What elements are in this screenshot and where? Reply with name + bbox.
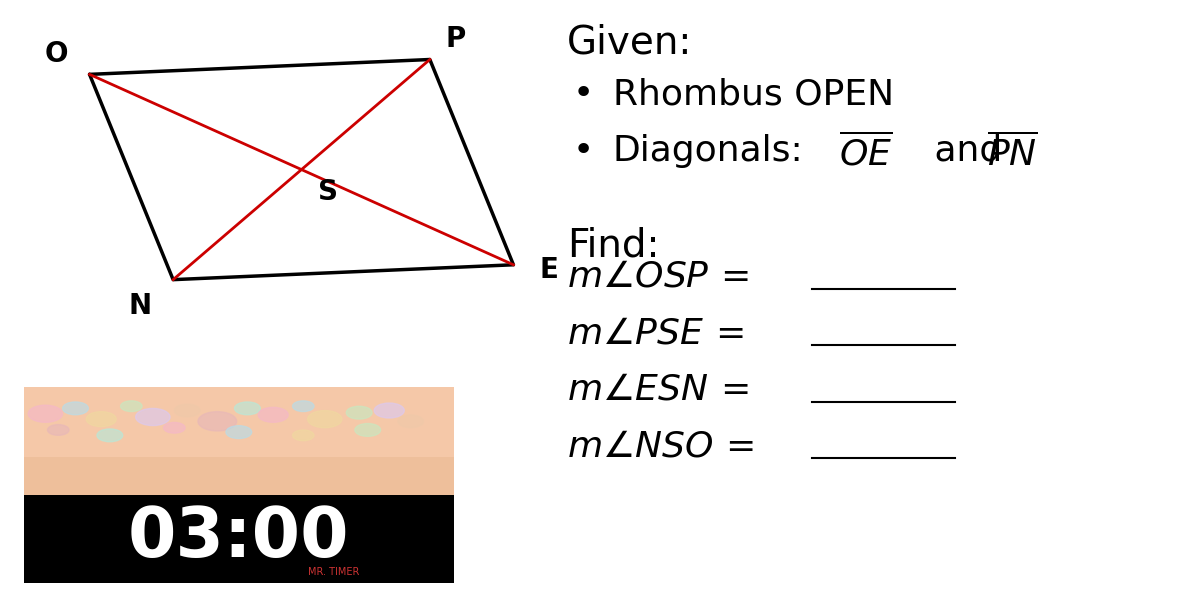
Circle shape [48, 425, 69, 436]
Text: N: N [128, 292, 152, 321]
Bar [24, 494, 454, 583]
Circle shape [121, 401, 142, 412]
Circle shape [258, 408, 288, 422]
Circle shape [374, 403, 405, 418]
Text: Given:: Given: [567, 24, 693, 62]
Text: O: O [44, 39, 68, 68]
Text: Rhombus OPEN: Rhombus OPEN [613, 77, 893, 111]
Text: $m\angle ESN\,=$: $m\angle ESN\,=$ [567, 372, 749, 407]
Text: 03:00: 03:00 [128, 503, 350, 571]
Text: and: and [923, 134, 1014, 168]
Circle shape [97, 429, 123, 441]
Circle shape [355, 424, 381, 436]
Text: $m\angle PSE\,=$: $m\angle PSE\,=$ [567, 316, 744, 350]
Circle shape [234, 402, 260, 415]
Circle shape [29, 405, 62, 422]
Text: Find:: Find: [567, 226, 659, 264]
Circle shape [293, 430, 314, 441]
Text: E: E [540, 255, 559, 284]
Text: P: P [447, 24, 466, 53]
Circle shape [346, 406, 373, 419]
Circle shape [226, 425, 252, 439]
Circle shape [293, 401, 314, 412]
Circle shape [86, 412, 116, 427]
Text: $\overline{PN}$: $\overline{PN}$ [987, 133, 1039, 173]
Bar [24, 457, 454, 495]
Circle shape [174, 404, 201, 417]
Text: $m\angle OSP\,=$: $m\angle OSP\,=$ [567, 259, 750, 294]
Circle shape [398, 415, 424, 428]
Text: $m\angle NSO\,=$: $m\angle NSO\,=$ [567, 429, 755, 464]
Text: S: S [318, 178, 338, 206]
Text: Diagonals:: Diagonals: [613, 134, 804, 168]
Text: •: • [573, 77, 595, 111]
Circle shape [308, 411, 341, 428]
Text: MR. TIMER: MR. TIMER [308, 567, 359, 577]
Circle shape [62, 402, 88, 415]
Text: $\overline{OE}$: $\overline{OE}$ [839, 133, 893, 173]
Circle shape [136, 408, 170, 425]
Text: •: • [573, 134, 595, 168]
Circle shape [164, 422, 185, 433]
Bar [24, 387, 454, 495]
Circle shape [198, 412, 236, 431]
